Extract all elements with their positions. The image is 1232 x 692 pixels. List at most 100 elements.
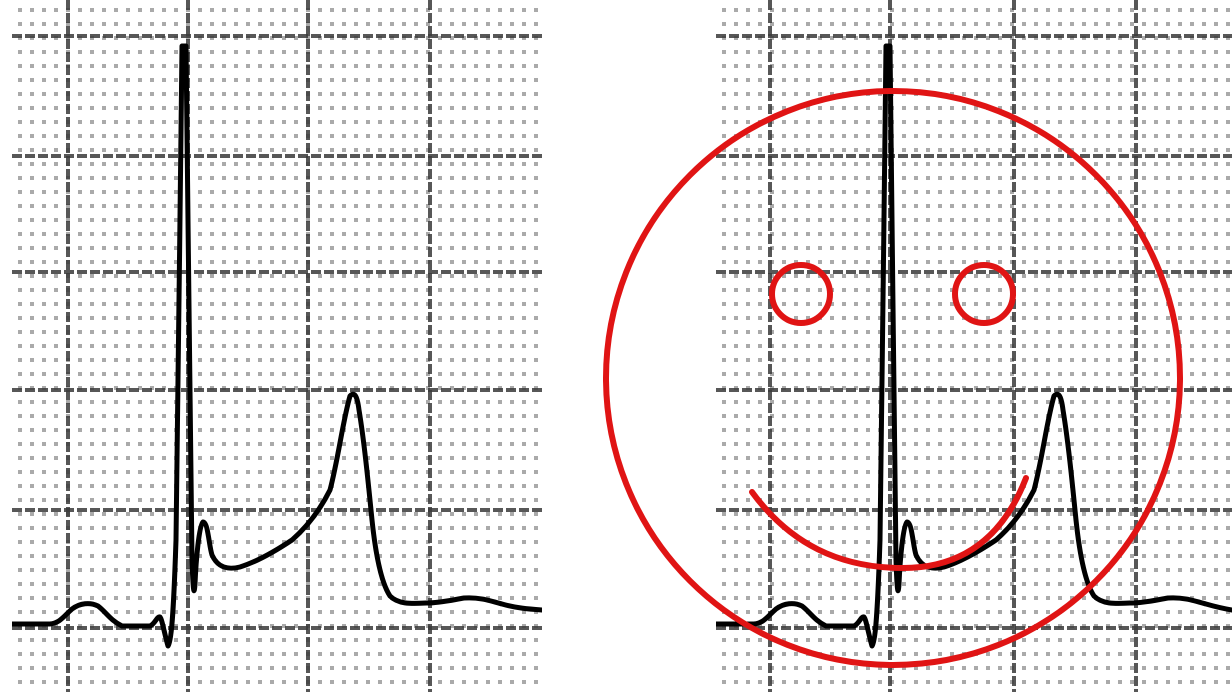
grid-dot — [318, 540, 322, 544]
grid-dot — [1118, 526, 1122, 530]
grid-dot — [1046, 232, 1050, 236]
grid-dot — [998, 64, 1002, 68]
grid-dot — [390, 22, 394, 26]
grid-dot — [1178, 344, 1182, 348]
grid-dot — [926, 148, 930, 152]
grid-dot — [474, 316, 478, 320]
grid-dot — [914, 274, 918, 278]
grid-dot — [806, 498, 810, 502]
grid-dot — [30, 260, 34, 264]
grid-dot — [318, 78, 322, 82]
grid-dot — [150, 554, 154, 558]
grid-dot — [1166, 148, 1170, 152]
grid-dot — [486, 582, 490, 586]
grid-dot — [1034, 526, 1038, 530]
grid-dot — [150, 260, 154, 264]
grid-dot — [342, 260, 346, 264]
grid-dot — [878, 652, 882, 656]
grid-dot — [510, 372, 514, 376]
grid-dot — [138, 414, 142, 418]
grid-dot — [782, 512, 786, 516]
grid-dot — [522, 218, 526, 222]
grid-dot — [1034, 414, 1038, 418]
grid-dot — [1082, 288, 1086, 292]
grid-dot — [1118, 50, 1122, 54]
grid-dot — [54, 568, 58, 572]
grid-dot — [498, 232, 502, 236]
grid-dot — [734, 568, 738, 572]
grid-dot — [806, 638, 810, 642]
grid-dot — [378, 680, 382, 684]
grid-dot — [974, 22, 978, 26]
grid-dot — [842, 512, 846, 516]
grid-dot — [102, 568, 106, 572]
grid-dot — [414, 414, 418, 418]
grid-dot — [30, 134, 34, 138]
grid-dot — [974, 330, 978, 334]
grid-dot — [998, 288, 1002, 292]
grid-dot — [998, 414, 1002, 418]
grid-dot — [1226, 134, 1230, 138]
grid-dot — [1022, 302, 1026, 306]
grid-dot — [1214, 582, 1218, 586]
grid-dot — [842, 610, 846, 614]
grid-dot — [830, 470, 834, 474]
grid-dot — [18, 218, 22, 222]
grid-dot — [1082, 190, 1086, 194]
grid-dot — [498, 204, 502, 208]
grid-dot — [462, 246, 466, 250]
grid-dot — [102, 8, 106, 12]
grid-dot — [54, 92, 58, 96]
grid-dot — [366, 316, 370, 320]
grid-dot — [974, 50, 978, 54]
grid-dot — [534, 358, 538, 362]
grid-dot — [806, 274, 810, 278]
grid-dot — [1202, 288, 1206, 292]
grid-dot — [1130, 442, 1134, 446]
grid-dot — [818, 372, 822, 376]
grid-dot — [1082, 680, 1086, 684]
grid-dot — [1214, 680, 1218, 684]
grid-dot — [722, 260, 726, 264]
grid-dot — [174, 134, 178, 138]
grid-dot — [1094, 22, 1098, 26]
grid-dot — [54, 78, 58, 82]
grid-dot — [198, 218, 202, 222]
grid-dot — [378, 596, 382, 600]
grid-dot — [366, 162, 370, 166]
grid-dot — [1046, 134, 1050, 138]
grid-dot — [66, 218, 70, 222]
grid-dot — [486, 442, 490, 446]
grid-dot — [210, 638, 214, 642]
grid-dot — [1142, 582, 1146, 586]
grid-dot — [974, 204, 978, 208]
grid-dot — [734, 22, 738, 26]
grid-dot — [746, 358, 750, 362]
grid-dot — [974, 400, 978, 404]
grid-dot — [1154, 246, 1158, 250]
grid-dot — [90, 456, 94, 460]
grid-dot — [42, 134, 46, 138]
grid-dot — [1118, 176, 1122, 180]
grid-dot — [1130, 540, 1134, 544]
grid-dot — [1070, 428, 1074, 432]
grid-dot — [1214, 358, 1218, 362]
grid-dot — [18, 526, 22, 530]
grid-dot — [18, 232, 22, 236]
grid-dot — [318, 526, 322, 530]
grid-dot — [830, 540, 834, 544]
grid-dot — [794, 204, 798, 208]
grid-dot — [746, 302, 750, 306]
grid-dot — [962, 120, 966, 124]
grid-dot — [830, 358, 834, 362]
grid-dot — [282, 652, 286, 656]
grid-dot — [210, 50, 214, 54]
grid-dot — [54, 498, 58, 502]
grid-dot — [102, 372, 106, 376]
grid-dot — [186, 22, 190, 26]
grid-dot — [498, 568, 502, 572]
grid-dot — [138, 358, 142, 362]
grid-dot — [1202, 78, 1206, 82]
grid-dot — [1058, 484, 1062, 488]
grid-dot — [414, 50, 418, 54]
